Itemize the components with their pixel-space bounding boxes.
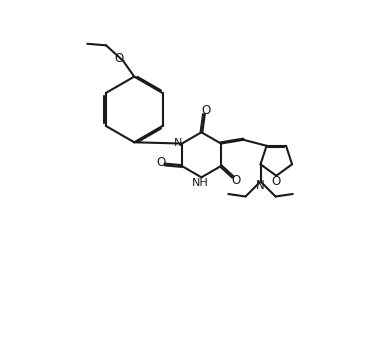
Text: O: O xyxy=(156,156,165,169)
Text: O: O xyxy=(272,174,281,187)
Text: O: O xyxy=(231,174,240,187)
Text: O: O xyxy=(115,52,124,65)
Text: N: N xyxy=(174,138,182,148)
Text: N: N xyxy=(256,179,265,192)
Text: O: O xyxy=(202,104,211,117)
Text: NH: NH xyxy=(192,178,208,188)
